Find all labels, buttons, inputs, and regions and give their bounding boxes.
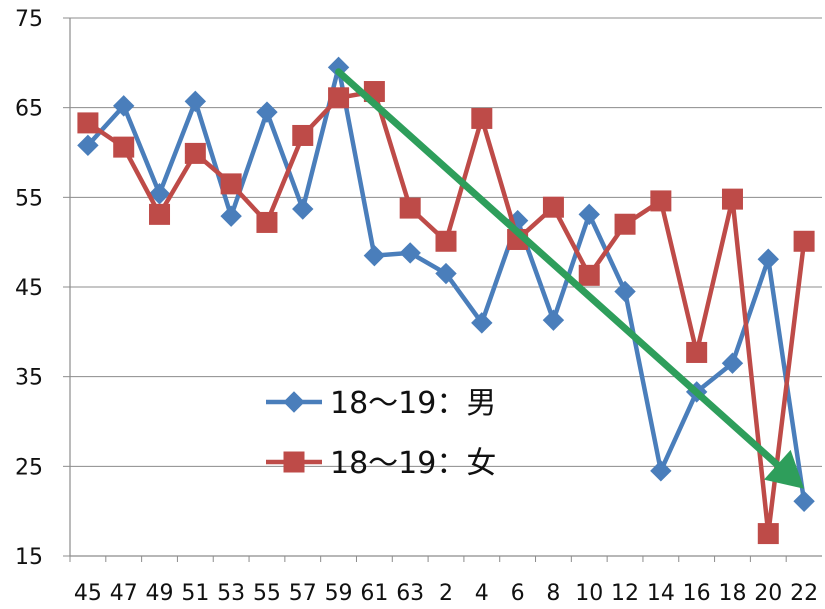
data-point [292,124,314,146]
data-point [77,134,99,157]
data-point [542,196,564,218]
x-tick-label: 20 [754,581,782,606]
data-point [184,142,206,164]
x-axis-tick-labels: 45 47 49 51 53 55 57 59 61 63 2 4 6 8 10 12 14 16 18 20 22 [74,581,818,606]
data-point [721,352,744,374]
data-point [113,136,135,158]
legend: 18～19：男 18～19：女 [266,386,496,481]
series-female [77,81,815,545]
data-point [578,203,600,226]
data-point [757,523,779,545]
trend-arrow-head [763,449,805,489]
data-point [471,107,493,129]
data-point [721,188,743,210]
x-tick-label: 10 [575,581,603,606]
data-point [220,173,242,195]
x-tick-label: 57 [289,581,317,606]
x-tick-label: 63 [396,581,424,606]
x-tick-label: 47 [110,581,138,606]
x-tick-label: 4 [475,581,489,606]
data-point [435,230,457,252]
data-point [650,190,672,212]
data-point [793,230,815,252]
y-tick-label: 55 [15,186,43,211]
data-point [435,262,457,285]
x-tick-label: 22 [790,581,818,606]
legend-label: 18～19：女 [330,446,496,481]
x-tick-label: 8 [546,581,560,606]
x-tick-label: 45 [74,581,102,606]
data-point [757,248,779,270]
series-male [77,56,815,513]
trend-arrow-shaft [335,68,781,469]
data-point [77,112,99,134]
y-tick-label: 75 [15,7,43,32]
x-tick-label: 18 [718,581,746,606]
legend-marker [283,451,305,473]
data-point [292,198,314,220]
legend-marker [283,391,305,413]
y-tick-label: 15 [15,545,43,570]
x-tick-label: 12 [611,581,639,606]
data-point [650,460,672,482]
x-tick-label: 2 [439,581,453,606]
data-point [256,101,278,123]
x-tick-label: 6 [511,581,525,606]
data-point [149,203,171,225]
y-tick-label: 25 [15,455,43,480]
legend-entry-female: 18～19：女 [266,446,496,481]
y-tick-label: 35 [15,366,43,391]
data-point [614,213,636,235]
data-point [256,211,278,233]
legend-label: 18～19：男 [330,386,496,421]
data-point [614,280,636,303]
data-point [148,183,171,205]
data-point [578,264,600,286]
x-tick-label: 51 [181,581,209,606]
data-point [793,490,815,513]
data-point [542,309,565,331]
x-tick-label: 49 [146,581,174,606]
data-point [184,90,207,113]
x-tick-label: 16 [683,581,711,606]
data-point [686,341,708,363]
data-point [363,244,386,267]
annotation-layer [335,68,805,489]
y-tick-label: 65 [15,97,43,122]
data-point [113,95,135,117]
legend-entry-male: 18～19：男 [266,386,496,421]
x-tick-label: 55 [253,581,281,606]
data-point [220,205,242,227]
data-point [399,242,421,264]
x-tick-label: 53 [217,581,245,606]
x-tick-label: 61 [360,581,388,606]
y-tick-label: 45 [15,276,43,301]
x-tick-label: 59 [325,581,353,606]
data-point [328,87,350,109]
data-point [471,312,493,334]
x-tick-label: 14 [647,581,675,606]
data-point [399,197,421,219]
axes [63,17,822,562]
series-layer [77,56,815,545]
series-line [86,65,807,502]
y-axis-tick-labels: 15 25 35 45 55 65 75 [15,7,43,570]
